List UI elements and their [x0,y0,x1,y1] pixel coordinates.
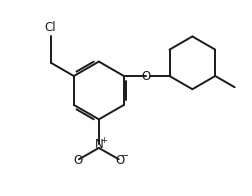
Text: O: O [141,70,150,83]
Text: O: O [73,154,82,167]
Text: N: N [94,138,103,151]
Text: Cl: Cl [44,21,55,34]
Text: −: − [120,151,128,161]
Text: O: O [115,154,124,167]
Text: +: + [100,136,106,145]
